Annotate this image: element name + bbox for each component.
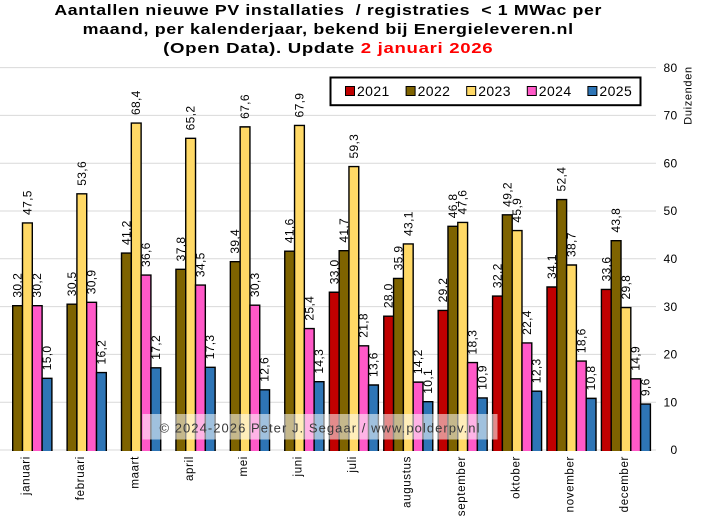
svg-text:49,2: 49,2 — [500, 182, 514, 207]
svg-text:februari: februari — [75, 456, 87, 500]
svg-text:38,7: 38,7 — [565, 232, 579, 257]
svg-text:70: 70 — [664, 109, 678, 123]
svg-text:10,9: 10,9 — [475, 365, 489, 390]
svg-text:35,9: 35,9 — [391, 246, 405, 271]
svg-text:30,3: 30,3 — [248, 272, 262, 297]
svg-text:20: 20 — [664, 348, 678, 362]
svg-text:43,8: 43,8 — [609, 208, 623, 233]
svg-text:80: 80 — [664, 61, 678, 75]
svg-text:augustus: augustus — [401, 456, 413, 508]
svg-text:12,3: 12,3 — [530, 358, 544, 383]
svg-text:september: september — [456, 456, 468, 516]
svg-text:Duizenden: Duizenden — [683, 66, 695, 124]
svg-text:2025: 2025 — [599, 83, 632, 99]
svg-text:januari: januari — [21, 456, 33, 496]
svg-text:67,6: 67,6 — [238, 94, 252, 119]
svg-text:47,5: 47,5 — [20, 190, 34, 215]
svg-text:29,2: 29,2 — [436, 278, 450, 303]
svg-text:30,2: 30,2 — [11, 273, 25, 298]
svg-text:67,9: 67,9 — [292, 93, 306, 118]
svg-text:34,5: 34,5 — [193, 252, 207, 277]
svg-text:9,6: 9,6 — [639, 378, 653, 396]
svg-text:65,2: 65,2 — [184, 106, 198, 131]
svg-text:32,2: 32,2 — [490, 263, 504, 288]
svg-text:36,6: 36,6 — [139, 242, 153, 267]
svg-text:30,5: 30,5 — [65, 271, 79, 296]
svg-text:2024: 2024 — [539, 83, 572, 99]
svg-text:oktober: oktober — [510, 456, 522, 499]
svg-text:46,8: 46,8 — [446, 194, 460, 219]
svg-text:juni: juni — [293, 456, 305, 478]
svg-text:14,2: 14,2 — [411, 349, 425, 374]
svg-text:18,3: 18,3 — [465, 330, 479, 355]
svg-text:40: 40 — [664, 252, 678, 266]
svg-text:41,7: 41,7 — [337, 218, 351, 243]
svg-text:17,3: 17,3 — [203, 335, 217, 360]
svg-text:59,3: 59,3 — [347, 134, 361, 159]
svg-text:2021: 2021 — [357, 83, 390, 99]
svg-text:33,0: 33,0 — [327, 259, 341, 284]
svg-text:30: 30 — [664, 300, 678, 314]
svg-text:© 2024-2026 Peter J. Segaar /: © 2024-2026 Peter J. Segaar / www.polder… — [159, 420, 480, 435]
svg-text:14,9: 14,9 — [629, 346, 643, 371]
svg-text:50: 50 — [664, 204, 678, 218]
svg-text:37,8: 37,8 — [174, 237, 188, 262]
svg-text:juli: juli — [347, 456, 359, 474]
svg-text:2023: 2023 — [478, 83, 511, 99]
svg-text:2022: 2022 — [418, 83, 451, 99]
svg-text:53,6: 53,6 — [75, 161, 89, 186]
svg-text:16,2: 16,2 — [94, 340, 108, 365]
svg-text:december: december — [619, 456, 631, 512]
svg-text:mei: mei — [238, 456, 250, 476]
svg-text:33,6: 33,6 — [599, 257, 613, 282]
svg-text:47,6: 47,6 — [456, 190, 470, 215]
svg-text:68,4: 68,4 — [129, 90, 143, 115]
svg-text:29,8: 29,8 — [619, 275, 633, 300]
svg-text:10,8: 10,8 — [584, 366, 598, 391]
svg-text:60: 60 — [664, 156, 678, 170]
svg-text:52,4: 52,4 — [555, 167, 569, 192]
svg-text:17,2: 17,2 — [149, 335, 163, 360]
svg-text:21,8: 21,8 — [357, 313, 371, 338]
svg-text:30,2: 30,2 — [30, 273, 44, 298]
svg-text:45,9: 45,9 — [510, 198, 524, 223]
svg-text:april: april — [184, 456, 196, 481]
svg-text:39,4: 39,4 — [228, 229, 242, 254]
svg-text:34,1: 34,1 — [545, 254, 559, 279]
svg-text:13,6: 13,6 — [366, 352, 380, 377]
svg-text:maart: maart — [129, 456, 141, 489]
svg-text:18,6: 18,6 — [574, 328, 588, 353]
svg-text:41,6: 41,6 — [283, 218, 297, 243]
svg-text:14,3: 14,3 — [312, 349, 326, 374]
svg-text:22,4: 22,4 — [520, 310, 534, 335]
svg-text:15,0: 15,0 — [40, 346, 54, 371]
svg-text:10,1: 10,1 — [421, 369, 435, 394]
svg-text:41,2: 41,2 — [119, 220, 133, 245]
svg-text:25,4: 25,4 — [302, 296, 316, 321]
svg-text:28,0: 28,0 — [382, 283, 396, 308]
svg-text:12,6: 12,6 — [258, 357, 272, 382]
svg-text:43,1: 43,1 — [401, 211, 415, 236]
svg-text:november: november — [565, 456, 577, 512]
svg-text:10: 10 — [664, 395, 678, 409]
svg-text:0: 0 — [671, 443, 678, 457]
svg-text:30,9: 30,9 — [85, 270, 99, 295]
